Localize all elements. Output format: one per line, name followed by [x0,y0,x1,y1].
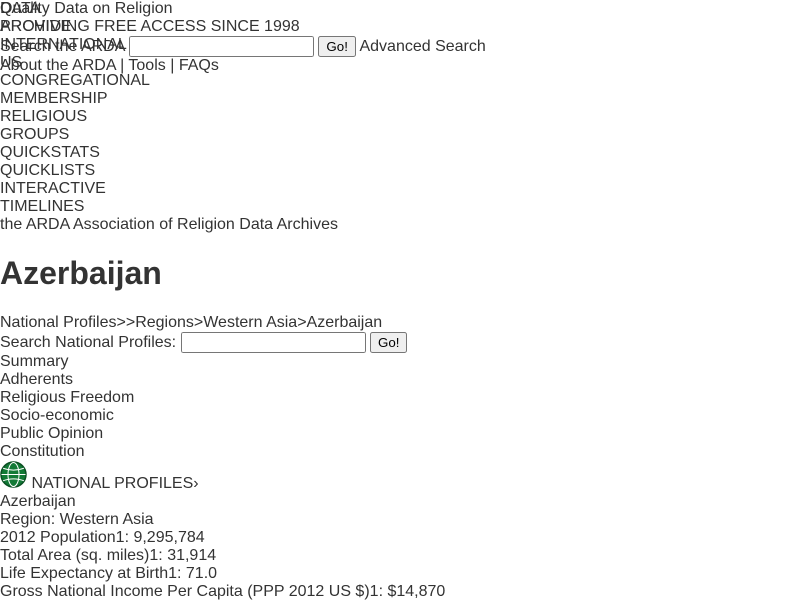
tab-adherents[interactable]: Adherents [0,370,73,388]
fact-region: Region: Western Asia [0,510,154,528]
np-search-label: Search National Profiles: [0,333,177,351]
breadcrumb-separator: > [116,313,126,331]
breadcrumb-separator: > [193,313,204,331]
fact-life-expectancy-at-birth: Life Expectancy at Birth1: 71.0 [0,564,218,582]
arda-logo[interactable]: the ARDA Association of Religion Data Ar… [0,216,800,234]
nav-data-archive[interactable]: DATA ARCHIVE [0,0,72,35]
logo-the: the [0,216,23,233]
national-profiles-search: Search National Profiles: Go! [0,331,800,353]
header-link-about-the-arda[interactable]: About the ARDA [0,57,116,74]
country-name: Azerbaijan [0,492,76,510]
header-link-faqs[interactable]: FAQs [178,57,219,74]
logo-tagline: Association of Religion Data Archives [72,216,338,233]
breadcrumb-link-regions[interactable]: Regions [135,313,194,331]
breadcrumb-link-national-profiles[interactable]: National Profiles [0,313,117,331]
breadcrumb-separator: > [125,313,136,331]
profile-panel: NATIONAL PROFILES› Azerbaijan Region: We… [0,461,800,600]
tab-constitution[interactable]: Constitution [0,442,85,460]
nav-quickstats-quicklists[interactable]: QUICKSTATS QUICKLISTS [0,144,100,179]
nav-international[interactable]: INTERNATIONAL [0,36,127,53]
fact-value: 71.0 [185,564,218,582]
site-motto-subtitle: PROVIDING FREE ACCESS SINCE 1998 [0,18,300,35]
globe-icon [0,461,31,492]
footnote-link[interactable]: 1 [149,546,159,564]
header-search-input[interactable] [128,36,314,57]
national-profiles-heading[interactable]: NATIONAL PROFILES› [31,474,199,492]
footnote-link[interactable]: 1 [168,564,177,582]
advanced-search-link[interactable]: Advanced Search [359,38,486,55]
breadcrumb-separator: > [297,313,307,331]
fact-value[interactable]: Western Asia [59,510,154,528]
country-facts: Region: Western Asia 2012 Population1: 9,… [0,511,800,600]
header-search-area: Search the ARDA Go! Advanced Search [0,36,800,57]
header-banner: Quality Data on Religion PROVIDING FREE … [0,0,800,74]
tab-public-opinion[interactable]: Public Opinion [0,424,104,442]
tab-summary[interactable]: Summary [0,352,69,370]
tab-religious-freedom[interactable]: Religious Freedom [0,388,135,406]
tab-socio-economic[interactable]: Socio-economic [0,406,114,424]
footnote-link[interactable]: 1 [115,528,125,546]
header-search-go-button[interactable]: Go! [318,36,356,57]
nav-us-congregational-membership[interactable]: US CONGREGATIONAL MEMBERSHIP [0,54,150,107]
fact-value: $14,870 [387,582,446,600]
breadcrumb-link-western-asia[interactable]: Western Asia [203,313,298,331]
fact-total-area-sq-miles: Total Area (sq. miles)1: 31,914 [0,546,217,564]
header-search-label: Search the ARDA [0,38,125,55]
logo-arda: ARDA [25,216,70,233]
breadcrumb-separator: Azerbaijan [306,313,383,331]
fact-gross-national-income-per-capita-ppp-2012-us: Gross National Income Per Capita (PPP 20… [0,582,446,600]
footnote-link[interactable]: 1 [369,582,379,600]
header-links: About the ARDA | Tools | FAQs [0,57,219,74]
header-link-tools[interactable]: Tools [128,57,166,74]
fact-value: 9,295,784 [133,528,205,546]
np-search-go-button[interactable]: Go! [370,331,408,353]
nav-religious-groups[interactable]: RELIGIOUS GROUPS [0,108,88,143]
fact-value: 31,914 [167,546,217,564]
breadcrumb: National Profiles>>Regions>Western Asia>… [0,314,800,332]
nav-interactive-timelines[interactable]: INTERACTIVE TIMELINES [0,180,106,215]
chevron-right-icon: › [193,474,199,492]
np-search-input[interactable] [180,331,366,353]
fact-2012-population: 2012 Population1: 9,295,784 [0,528,205,546]
main-nav: DATA ARCHIVE INTERNATIONAL US CONGREGATION… [0,0,800,216]
tab-bar: Summary Adherents Religious Freedom Socio-e… [0,353,800,461]
page-title: Azerbaijan [0,255,162,292]
site-motto: Quality Data on Religion [0,0,173,17]
